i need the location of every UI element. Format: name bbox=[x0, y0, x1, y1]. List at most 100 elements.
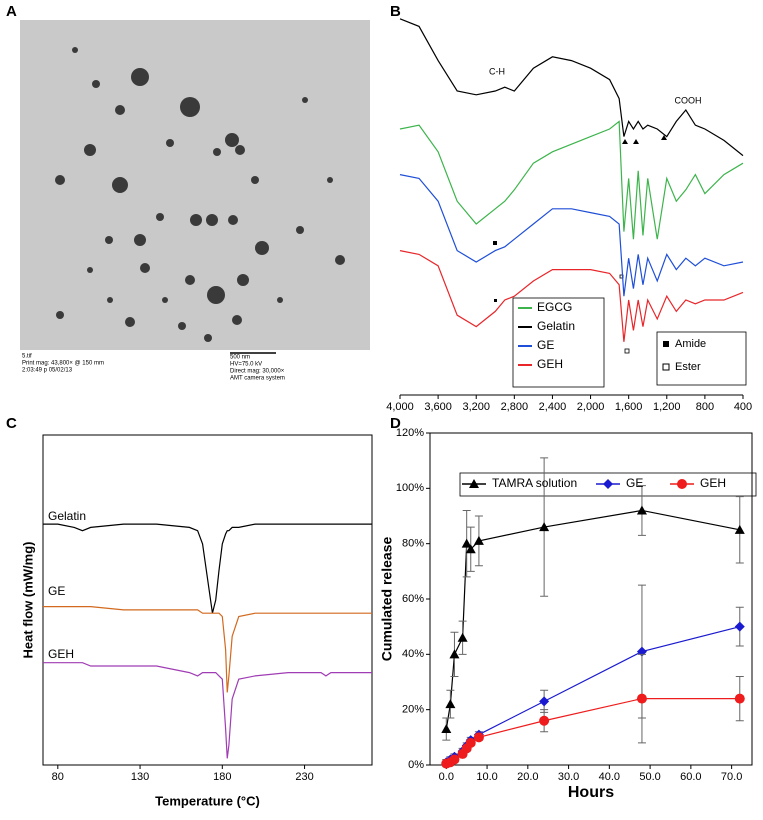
plot-frame bbox=[42, 434, 373, 766]
series-line bbox=[445, 509, 740, 730]
x-tick-label: 3,600 bbox=[424, 401, 452, 413]
y-tick-label: 20% bbox=[402, 704, 424, 716]
legend-label: GEH bbox=[700, 476, 726, 490]
caption: HV=75.0 kV bbox=[230, 362, 262, 368]
particle bbox=[296, 226, 304, 234]
particle bbox=[180, 97, 200, 117]
panel-label: B bbox=[390, 3, 401, 20]
y-tick-label: 80% bbox=[402, 538, 424, 550]
x-tick-label: 30.0 bbox=[558, 771, 579, 783]
caption: 500 nm bbox=[230, 355, 250, 361]
particle bbox=[105, 236, 113, 244]
particle bbox=[134, 234, 146, 246]
particle bbox=[228, 215, 238, 225]
legend-label: TAMRA solution bbox=[492, 476, 577, 490]
x-axis-title: Temperature (°C) bbox=[155, 793, 260, 808]
particle bbox=[327, 177, 333, 183]
legend-marker bbox=[677, 479, 687, 489]
x-tick-label: 2,400 bbox=[539, 401, 567, 413]
particle bbox=[72, 47, 78, 53]
x-tick-label: 1,200 bbox=[653, 401, 681, 413]
x-tick-label: 230 bbox=[295, 771, 313, 783]
particle bbox=[131, 68, 149, 86]
micrograph-image bbox=[20, 20, 370, 350]
y-axis-title: Cumulated release bbox=[379, 537, 395, 662]
x-tick-label: 80 bbox=[52, 771, 64, 783]
legend-box bbox=[512, 297, 605, 388]
marker bbox=[734, 693, 745, 704]
series-label: Gelatin bbox=[48, 509, 86, 523]
particle bbox=[55, 175, 65, 185]
series-line bbox=[399, 18, 744, 157]
particle bbox=[156, 213, 164, 221]
marker bbox=[445, 699, 456, 709]
x-tick-label: 20.0 bbox=[517, 771, 538, 783]
legend-symbol bbox=[662, 363, 670, 371]
x-tick-label: 0.0 bbox=[439, 771, 454, 783]
particle bbox=[56, 311, 64, 319]
y-tick-label: 60% bbox=[402, 593, 424, 605]
marker bbox=[465, 737, 476, 748]
legend-label: Ester bbox=[675, 361, 701, 373]
y-tick-label: 120% bbox=[396, 427, 424, 439]
marker bbox=[473, 535, 484, 545]
particle bbox=[235, 145, 245, 155]
particle bbox=[92, 80, 100, 88]
legend-label: Gelatin bbox=[537, 319, 575, 333]
series-label: GEH bbox=[48, 647, 74, 661]
x-tick-label: 4,000 bbox=[386, 401, 414, 413]
particle bbox=[206, 214, 218, 226]
x-tick-label: 2,000 bbox=[577, 401, 605, 413]
series-label: GE bbox=[48, 584, 65, 598]
x-tick-label: 3,200 bbox=[462, 401, 490, 413]
marker bbox=[539, 696, 550, 707]
marker bbox=[734, 524, 745, 534]
marker bbox=[539, 715, 550, 726]
particle bbox=[178, 322, 186, 330]
x-tick-label: 50.0 bbox=[639, 771, 660, 783]
particle bbox=[213, 148, 221, 156]
x-axis-title: Hours bbox=[568, 784, 614, 801]
caption: AMT camera system bbox=[230, 376, 285, 382]
series-line bbox=[399, 174, 744, 297]
x-tick-label: 1,600 bbox=[615, 401, 643, 413]
series-line bbox=[445, 626, 740, 763]
series-line bbox=[446, 697, 740, 765]
series-line bbox=[399, 250, 744, 342]
annotation: COOH bbox=[675, 95, 702, 105]
legend-label: GE bbox=[537, 338, 554, 352]
particle bbox=[115, 105, 125, 115]
legend-label: EGCG bbox=[537, 300, 572, 314]
particle bbox=[302, 97, 308, 103]
x-tick-label: 60.0 bbox=[680, 771, 701, 783]
particle bbox=[204, 334, 212, 342]
series-line bbox=[43, 662, 372, 759]
legend-symbol bbox=[663, 341, 669, 347]
legend-label: GEH bbox=[537, 357, 563, 371]
particle bbox=[162, 297, 168, 303]
marker bbox=[461, 538, 472, 548]
particle bbox=[107, 297, 113, 303]
marker bbox=[636, 505, 647, 515]
annotation: C-H bbox=[489, 66, 505, 76]
particle bbox=[125, 317, 135, 327]
particle bbox=[225, 133, 239, 147]
particle bbox=[277, 297, 283, 303]
x-tick-label: 70.0 bbox=[721, 771, 742, 783]
particle bbox=[190, 214, 202, 226]
panel-label: C bbox=[6, 415, 17, 432]
particle bbox=[207, 286, 225, 304]
panel-label: D bbox=[390, 415, 401, 432]
marker bbox=[441, 724, 452, 734]
particle bbox=[112, 177, 128, 193]
x-tick-label: 10.0 bbox=[476, 771, 497, 783]
x-tick-label: 800 bbox=[696, 401, 714, 413]
caption: Direct mag: 30,000× bbox=[230, 369, 285, 375]
marker bbox=[449, 754, 460, 765]
particle bbox=[237, 274, 249, 286]
legend-marker bbox=[469, 479, 479, 488]
legend-marker bbox=[603, 479, 613, 489]
particle bbox=[84, 144, 96, 156]
legend-box bbox=[656, 331, 747, 386]
